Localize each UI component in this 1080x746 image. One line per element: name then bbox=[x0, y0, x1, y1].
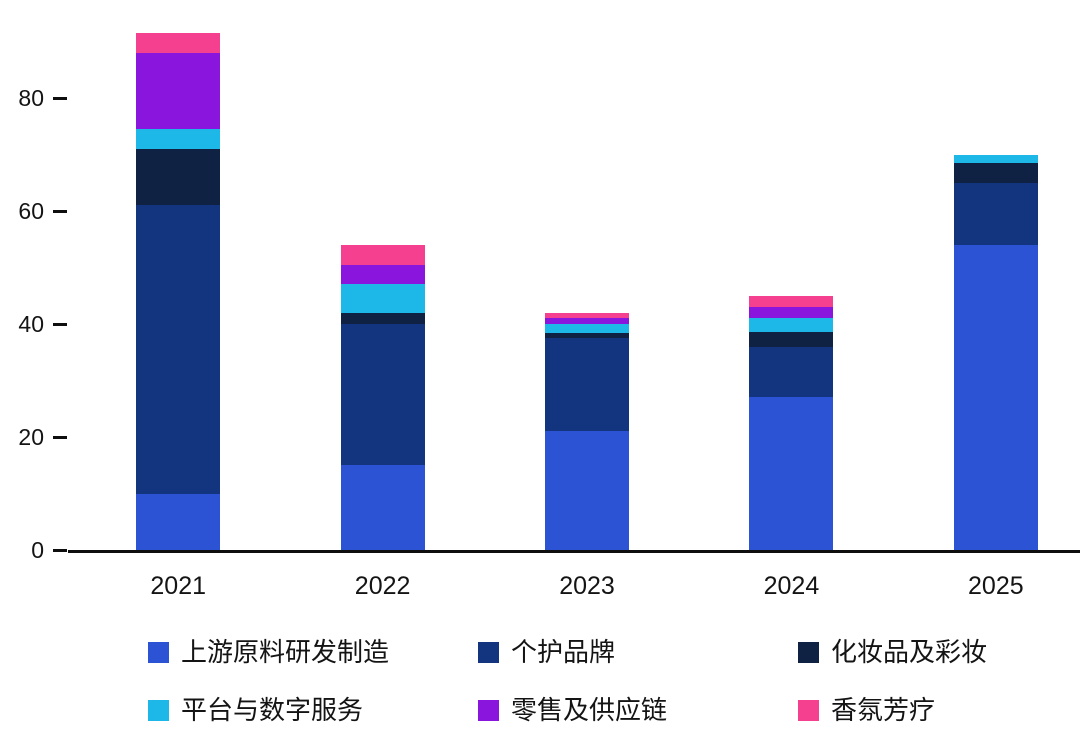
bar-segment bbox=[340, 312, 425, 324]
x-tick-label: 2024 bbox=[763, 572, 820, 600]
legend-item: 香氛芳疗 bbox=[798, 696, 987, 724]
y-tick-label: 60 bbox=[18, 198, 44, 224]
bar-slot bbox=[76, 18, 280, 550]
bar-segment bbox=[340, 465, 425, 550]
legend-swatch bbox=[478, 641, 499, 663]
bar-segment bbox=[749, 318, 834, 333]
bar-segment bbox=[136, 493, 221, 550]
legend-item: 平台与数字服务 bbox=[148, 696, 478, 724]
bar-slot bbox=[280, 18, 484, 550]
bar-segment bbox=[136, 33, 221, 53]
legend-item: 化妆品及彩妆 bbox=[798, 638, 987, 666]
y-tick-label: 40 bbox=[18, 311, 44, 337]
bar-segment bbox=[545, 318, 630, 325]
y-tick-label: 80 bbox=[18, 85, 44, 111]
bar-segment bbox=[953, 244, 1038, 550]
stacked-bar bbox=[340, 244, 425, 550]
y-tick-mark bbox=[53, 322, 67, 326]
x-tick-label: 2023 bbox=[559, 572, 615, 600]
y-tick-label: 20 bbox=[18, 424, 44, 450]
stacked-bar bbox=[953, 154, 1038, 550]
legend-label: 个护品牌 bbox=[511, 637, 616, 667]
legend-swatch bbox=[478, 699, 499, 721]
bar-segment bbox=[136, 205, 221, 494]
legend-swatch bbox=[148, 641, 169, 663]
legend-item: 零售及供应链 bbox=[478, 696, 798, 724]
bar-segment bbox=[545, 431, 630, 550]
legend: 上游原料研发制造 个护品牌 化妆品及彩妆平台与数字服务 零售及供应链 香氛芳疗 bbox=[148, 638, 987, 724]
legend-swatch bbox=[798, 641, 819, 663]
bar-segment bbox=[749, 332, 834, 347]
legend-item: 上游原料研发制造 bbox=[148, 638, 478, 666]
bar-segment bbox=[749, 397, 834, 550]
legend-label: 香氛芳疗 bbox=[831, 695, 936, 725]
bar-segment bbox=[545, 312, 630, 319]
bar-segment bbox=[749, 346, 834, 398]
x-axis: 2021 2022 2023 2024 2025 bbox=[68, 572, 1080, 601]
x-tick-label: 2025 bbox=[968, 572, 1024, 600]
y-tick-mark bbox=[53, 548, 67, 552]
y-tick-mark bbox=[53, 96, 67, 100]
x-tick-label: 2022 bbox=[354, 572, 411, 600]
bar-segment bbox=[545, 324, 630, 333]
bar-segment bbox=[340, 264, 425, 285]
x-tick-label: 2021 bbox=[150, 572, 207, 600]
bar-segment bbox=[953, 182, 1038, 245]
legend-label: 平台与数字服务 bbox=[181, 695, 364, 725]
legend-label: 上游原料研发制造 bbox=[181, 637, 390, 667]
plot-area bbox=[68, 18, 1080, 553]
legend-swatch bbox=[148, 699, 169, 721]
stacked-bar bbox=[545, 312, 630, 550]
bar-segment bbox=[340, 244, 425, 265]
bar-segment bbox=[136, 129, 221, 149]
legend-item: 个护品牌 bbox=[478, 638, 798, 666]
legend-swatch bbox=[798, 699, 819, 721]
bar-segment bbox=[953, 154, 1038, 163]
bar-segment bbox=[749, 295, 834, 308]
y-tick-mark bbox=[53, 209, 67, 213]
y-tick-label: 0 bbox=[31, 537, 44, 563]
bar-segment bbox=[136, 52, 221, 130]
y-tick-mark bbox=[53, 435, 67, 439]
bar-segment bbox=[136, 148, 221, 206]
bar-segment bbox=[545, 332, 630, 339]
bar-segment bbox=[340, 284, 425, 313]
bar-segment bbox=[340, 324, 425, 466]
bar-slot bbox=[485, 18, 689, 550]
bar-slot bbox=[689, 18, 893, 550]
legend-label: 化妆品及彩妆 bbox=[831, 637, 988, 667]
stacked-bar bbox=[749, 295, 834, 550]
bar-segment bbox=[545, 338, 630, 432]
bar-slot bbox=[894, 18, 1080, 550]
legend-label: 零售及供应链 bbox=[511, 695, 668, 725]
bar-segment bbox=[953, 163, 1038, 183]
stacked-bar bbox=[136, 33, 221, 550]
bar-segment bbox=[749, 307, 834, 319]
